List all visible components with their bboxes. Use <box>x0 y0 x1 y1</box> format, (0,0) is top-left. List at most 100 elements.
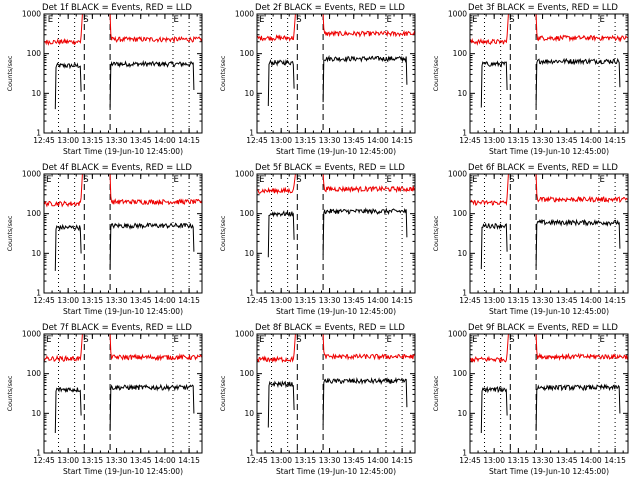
y-tick-label: 1000 <box>22 330 41 339</box>
y-tick-label: 1000 <box>235 330 254 339</box>
segment-marker-label: E <box>259 175 264 185</box>
x-tick-label: 13:30 <box>532 136 554 145</box>
segment-marker-label: E <box>48 15 53 25</box>
y-tick-label: 10 <box>457 89 467 98</box>
y-axis-label: Counts/sec <box>432 55 440 91</box>
y-tick-label: 100 <box>453 369 468 378</box>
x-tick-label: 14:00 <box>580 296 602 305</box>
plot-frame <box>256 333 416 454</box>
x-tick-label: 14:15 <box>178 296 200 305</box>
y-tick-label: 1000 <box>448 330 467 339</box>
events-series-line <box>109 383 195 431</box>
y-tick-label: 100 <box>453 209 468 218</box>
y-tick-label: 100 <box>453 49 468 58</box>
x-tick-label: 14:00 <box>367 296 389 305</box>
panel-title: Det 5f BLACK = Events, RED = LLD <box>255 163 405 173</box>
segment-marker-label: S <box>83 15 88 25</box>
x-tick-label: 12:45 <box>33 296 55 305</box>
lld-series-line <box>43 173 83 208</box>
y-tick-label: 1 <box>249 289 254 298</box>
y-tick-label: 1000 <box>235 10 254 19</box>
plot-frame <box>43 333 203 454</box>
lld-series-line <box>256 333 296 364</box>
x-axis-label: Start Time (19-Jun-10 12:45:00) <box>489 307 609 316</box>
x-tick-label: 13:45 <box>556 296 578 305</box>
segment-marker-label: E <box>387 15 392 25</box>
y-tick-label: 100 <box>27 209 42 218</box>
lld-series-line <box>469 333 509 363</box>
y-tick-label: 100 <box>27 49 42 58</box>
x-tick-label: 14:00 <box>580 456 602 465</box>
events-series-line <box>535 57 621 105</box>
x-tick-label: 13:15 <box>82 296 104 305</box>
segment-marker-label: E <box>46 335 51 345</box>
plot-frame <box>469 333 629 454</box>
x-tick-label: 13:00 <box>57 456 79 465</box>
y-tick-label: 1000 <box>22 170 41 179</box>
x-tick-label: 13:15 <box>82 136 104 145</box>
x-tick-label: 14:15 <box>604 136 626 145</box>
segment-marker-label: S <box>296 15 301 25</box>
lld-series-line <box>535 334 629 362</box>
x-tick-label: 14:00 <box>154 136 176 145</box>
segment-marker-label: S <box>83 335 88 345</box>
lld-series-line <box>322 14 416 38</box>
panel-8: Det 8f BLACK = Events, RED = LLD Counts/s… <box>219 323 416 476</box>
lld-series-line <box>256 173 296 195</box>
x-axis-label: Start Time (19-Jun-10 12:45:00) <box>63 467 183 476</box>
segment-marker-label: E <box>600 335 605 345</box>
y-tick-label: 10 <box>31 249 41 258</box>
segment-marker-label: E <box>259 335 264 345</box>
segment-marker-label: S <box>509 335 514 345</box>
x-axis-label: Start Time (19-Jun-10 12:45:00) <box>276 307 396 316</box>
y-axis-label: Counts/sec <box>6 215 14 251</box>
x-tick-label: 13:30 <box>106 456 128 465</box>
lld-series-line <box>109 334 203 362</box>
x-tick-label: 13:45 <box>343 456 365 465</box>
segment-marker-label: E <box>600 15 605 25</box>
x-tick-label: 13:45 <box>556 456 578 465</box>
events-series-line <box>267 380 295 428</box>
x-tick-label: 12:45 <box>459 296 481 305</box>
segment-marker-label: S <box>296 335 301 345</box>
x-tick-label: 14:00 <box>367 136 389 145</box>
panel-1: Det 1f BLACK = Events, RED = LLD Counts/s… <box>6 3 203 156</box>
x-tick-label: 14:15 <box>178 456 200 465</box>
x-tick-label: 12:45 <box>246 456 268 465</box>
segment-marker-label: E <box>46 175 51 185</box>
y-tick-label: 1000 <box>448 10 467 19</box>
x-tick-label: 13:15 <box>508 456 530 465</box>
x-tick-label: 14:15 <box>604 456 626 465</box>
y-tick-label: 1 <box>36 129 41 138</box>
x-tick-label: 13:15 <box>82 456 104 465</box>
x-tick-label: 12:45 <box>33 456 55 465</box>
panel-title: Det 3f BLACK = Events, RED = LLD <box>468 3 618 13</box>
x-tick-label: 13:45 <box>130 456 152 465</box>
events-series-line <box>109 222 195 270</box>
x-tick-label: 12:45 <box>246 296 268 305</box>
panel-title: Det 4f BLACK = Events, RED = LLD <box>42 163 192 173</box>
y-axis-label: Counts/sec <box>6 55 14 91</box>
segment-marker-label: S <box>83 175 88 185</box>
x-tick-label: 13:00 <box>270 296 292 305</box>
panel-title: Det 1f BLACK = Events, RED = LLD <box>42 3 192 13</box>
events-series-line <box>322 376 408 425</box>
events-series-line <box>54 223 82 271</box>
x-tick-label: 14:15 <box>178 136 200 145</box>
lld-series-line <box>256 13 296 42</box>
plot-frame <box>256 173 416 294</box>
x-tick-label: 13:45 <box>343 296 365 305</box>
segment-marker-label: E <box>600 175 605 185</box>
lld-series-line <box>109 14 203 44</box>
lld-series-line <box>469 173 509 206</box>
panel-title: Det 2f BLACK = Events, RED = LLD <box>255 3 405 13</box>
x-tick-label: 13:00 <box>270 456 292 465</box>
y-axis-label: Counts/sec <box>219 375 227 411</box>
x-tick-label: 13:00 <box>483 136 505 145</box>
y-tick-label: 1000 <box>22 10 41 19</box>
segment-marker-label: E <box>174 335 179 345</box>
y-tick-label: 1 <box>462 289 467 298</box>
y-tick-label: 10 <box>457 249 467 258</box>
